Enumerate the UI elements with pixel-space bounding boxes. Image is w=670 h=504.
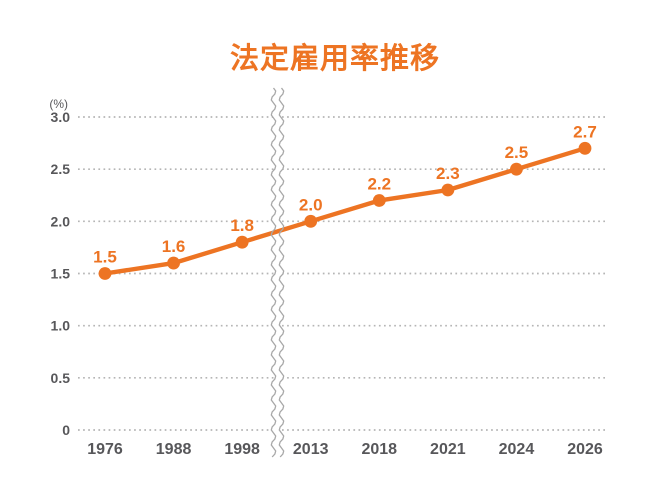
data-point [372, 194, 386, 207]
y-axis-tick-label: 0 [62, 422, 70, 438]
data-point [98, 267, 112, 280]
data-point-label: 2.3 [436, 164, 460, 183]
y-axis-tick-label: 1.0 [51, 318, 71, 334]
x-axis-tick-label: 1998 [224, 441, 260, 458]
y-axis-tick-label: 0.5 [51, 370, 71, 386]
chart-title: 法定雇用率推移 [229, 43, 440, 75]
data-point [304, 214, 318, 228]
y-axis-tick-label: 3.0 [51, 109, 71, 125]
x-axis-tick-label: 2026 [567, 441, 603, 458]
y-axis-tick-label: 1.5 [51, 266, 71, 282]
x-axis-tick-label: 2024 [499, 441, 535, 458]
x-axis-tick-label: 1988 [156, 441, 192, 458]
x-axis-tick-label: 2018 [361, 441, 397, 458]
y-axis-tick-label: 2.5 [51, 161, 71, 177]
data-point [235, 235, 249, 249]
data-point [167, 256, 180, 270]
data-point [510, 162, 523, 176]
y-axis-unit-label: (%) [49, 97, 68, 111]
data-point-label: 1.8 [230, 216, 254, 235]
data-point-label: 1.6 [162, 237, 186, 256]
data-point-label: 1.5 [93, 248, 117, 267]
x-axis-tick-label: 2013 [293, 441, 329, 458]
data-point-label: 2.2 [367, 174, 391, 193]
data-point-label: 2.0 [299, 195, 323, 214]
data-point [441, 183, 455, 197]
data-point [578, 141, 592, 155]
data-point-label: 2.7 [573, 122, 597, 141]
series-line [102, 146, 588, 276]
x-axis-tick-label: 1976 [87, 441, 123, 458]
axis-break-wave [278, 87, 285, 458]
x-axis-tick-label: 2021 [430, 441, 466, 458]
axis-break-wave [270, 87, 277, 458]
data-point-label: 2.5 [505, 143, 529, 162]
y-axis-tick-label: 2.0 [51, 213, 71, 229]
